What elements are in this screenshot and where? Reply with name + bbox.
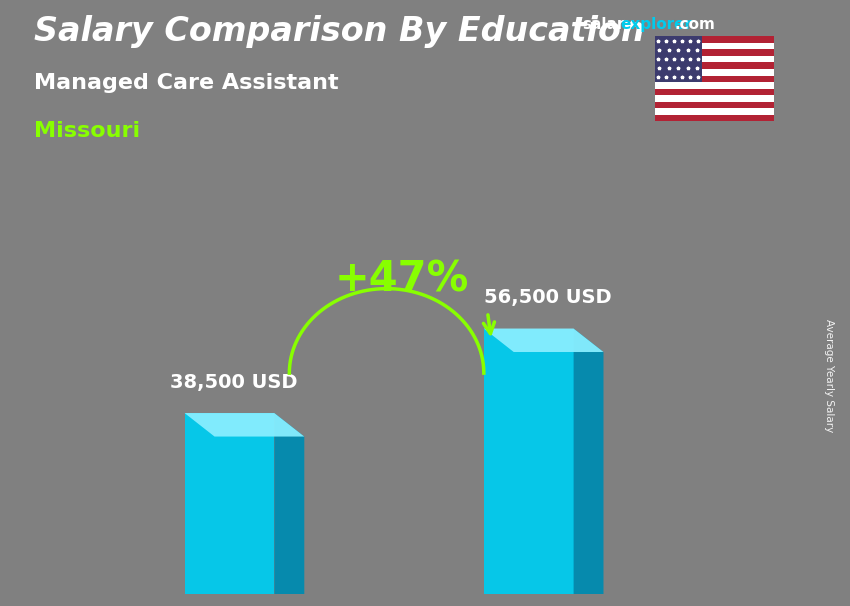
Text: salary: salary [582, 17, 635, 32]
Polygon shape [275, 413, 304, 606]
Bar [654, 115, 774, 121]
Bar [654, 62, 774, 69]
Text: explorer: explorer [620, 17, 693, 32]
Text: Managed Care Assistant: Managed Care Assistant [34, 73, 338, 93]
Bar [654, 76, 774, 82]
Text: Salary Comparison By Education: Salary Comparison By Education [34, 15, 644, 48]
Polygon shape [184, 413, 304, 436]
Bar [654, 82, 774, 88]
Polygon shape [484, 328, 604, 352]
Bar [654, 50, 774, 56]
Bar [654, 36, 702, 82]
Text: 38,500 USD: 38,500 USD [170, 373, 298, 392]
Polygon shape [574, 328, 603, 606]
Polygon shape [184, 413, 275, 594]
Bar [654, 43, 774, 50]
Text: +47%: +47% [334, 258, 468, 300]
Bar [654, 69, 774, 76]
Polygon shape [484, 328, 574, 594]
Bar [654, 36, 774, 43]
Text: .com: .com [674, 17, 715, 32]
Text: 56,500 USD: 56,500 USD [484, 288, 611, 307]
Bar [654, 102, 774, 108]
Bar [654, 56, 774, 62]
Bar [654, 108, 774, 115]
Bar [654, 95, 774, 102]
Bar [654, 88, 774, 95]
Text: Average Yearly Salary: Average Yearly Salary [824, 319, 834, 432]
Text: Missouri: Missouri [34, 121, 140, 141]
